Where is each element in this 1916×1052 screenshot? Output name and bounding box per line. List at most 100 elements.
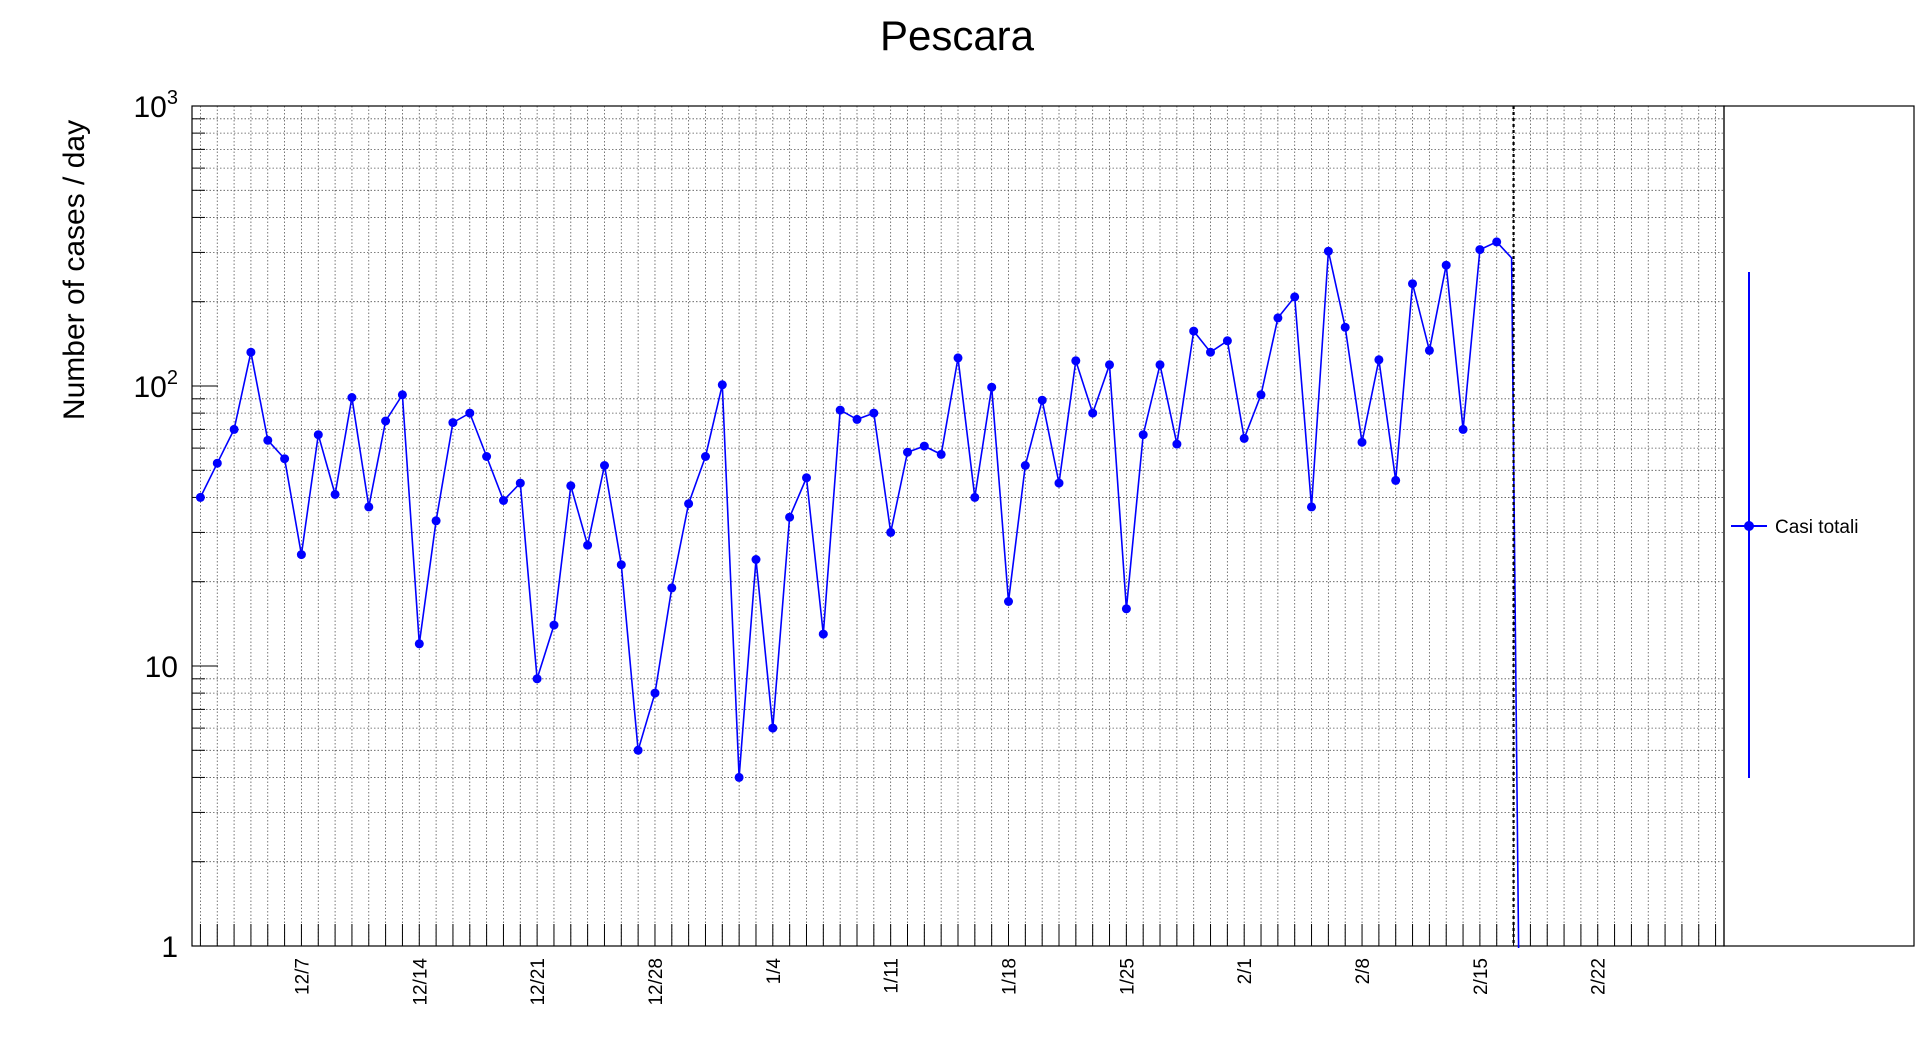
x-tick-label: 2/15	[1471, 958, 1492, 995]
data-point	[936, 449, 946, 459]
data-point	[1458, 424, 1468, 434]
data-point	[1273, 313, 1283, 323]
x-tick-labels: 12/7 12/14 12/21 12/28 1/4 1/11 1/18 1/25 2/1 2/8…	[292, 958, 1609, 1006]
data-point	[263, 435, 273, 445]
grid	[192, 106, 1724, 947]
data-point	[431, 516, 441, 526]
y-tick-label: 102	[134, 367, 179, 404]
series-dropoff	[1496, 241, 1520, 949]
data-point	[1037, 395, 1047, 405]
legend-marker	[1744, 521, 1754, 531]
data-point	[1020, 461, 1030, 470]
y-tick-label: 1	[161, 931, 178, 964]
data-point	[1121, 604, 1131, 614]
legend-frame	[1723, 105, 1915, 947]
x-tick-label: 2/22	[1589, 958, 1610, 995]
legend: Casi totali	[1731, 272, 1858, 778]
x-tick-label: 1/18	[1000, 958, 1021, 995]
data-point	[1222, 336, 1232, 346]
data-point	[330, 489, 340, 499]
x-tick-label: 1/11	[882, 958, 903, 994]
data-point	[953, 353, 963, 363]
data-point	[482, 452, 492, 461]
data-point	[1475, 245, 1485, 255]
data-point	[1357, 437, 1367, 447]
data-point	[229, 424, 239, 434]
data-point	[515, 478, 525, 488]
data-point	[886, 527, 896, 537]
data-point	[751, 555, 761, 564]
x-tick-label: 12/7	[292, 958, 313, 995]
data-point	[987, 382, 997, 392]
data-point	[1054, 478, 1064, 488]
data-point	[852, 414, 862, 424]
data-point	[768, 723, 778, 733]
y-axis-title: Number of cases / day	[58, 120, 91, 420]
data-point	[414, 639, 424, 649]
data-point	[1155, 360, 1165, 370]
data-point	[313, 430, 323, 440]
data-point	[1138, 430, 1148, 440]
data-point	[667, 583, 677, 593]
data-point	[1256, 390, 1266, 400]
data-point	[532, 674, 542, 684]
y-tick-label: 103	[134, 87, 179, 124]
data-point	[1004, 597, 1013, 606]
data-point	[903, 447, 912, 457]
x-tick-label: 2/1	[1235, 958, 1256, 984]
y-tick-label: 10	[145, 651, 178, 684]
data-point	[364, 502, 374, 512]
data-point	[1206, 347, 1215, 357]
data-point	[212, 458, 222, 468]
data-point	[970, 492, 980, 502]
data-point	[919, 441, 929, 451]
data-point	[549, 620, 559, 630]
data-point	[397, 390, 407, 400]
data-point	[296, 550, 306, 560]
data-point	[600, 461, 609, 470]
data-point	[734, 772, 744, 782]
data-point	[1492, 237, 1502, 247]
data-point	[1441, 260, 1451, 270]
x-tick-label: 12/21	[528, 958, 549, 1006]
x-tick-label: 12/14	[410, 958, 431, 1006]
data-point	[280, 454, 290, 464]
data-point	[246, 347, 256, 357]
chart-title: Pescara	[880, 12, 1035, 59]
data-point	[1374, 355, 1384, 365]
data-point	[448, 418, 458, 428]
data-point	[633, 745, 643, 755]
data-point	[195, 492, 205, 502]
x-tick-label: 1/25	[1117, 958, 1138, 995]
data-point	[802, 473, 811, 483]
data-point	[818, 629, 828, 639]
data-point	[785, 512, 795, 522]
data-point	[1189, 326, 1199, 336]
data-point	[499, 496, 508, 505]
data-point	[717, 380, 727, 390]
data-point	[1172, 439, 1182, 449]
x-tick-label: 2/8	[1353, 958, 1374, 984]
data-point	[1088, 408, 1098, 418]
series-layer	[195, 237, 1520, 949]
data-point	[1424, 345, 1434, 355]
data-point	[1105, 360, 1114, 370]
data-point	[650, 688, 660, 698]
data-point	[1071, 356, 1081, 366]
data-point	[1307, 502, 1316, 512]
data-point	[1323, 246, 1333, 256]
data-point	[1391, 475, 1401, 485]
data-point	[616, 560, 626, 570]
data-point	[583, 540, 593, 550]
data-point	[381, 416, 391, 426]
y-tick-labels: 1 10 102 103	[134, 87, 179, 964]
data-point	[465, 408, 475, 418]
data-point	[869, 408, 879, 418]
data-point	[684, 499, 694, 509]
data-point	[701, 452, 710, 461]
data-point	[566, 481, 576, 491]
x-tick-label: 1/4	[764, 958, 785, 985]
data-point	[1239, 433, 1249, 443]
legend-label: Casi totali	[1775, 517, 1858, 538]
